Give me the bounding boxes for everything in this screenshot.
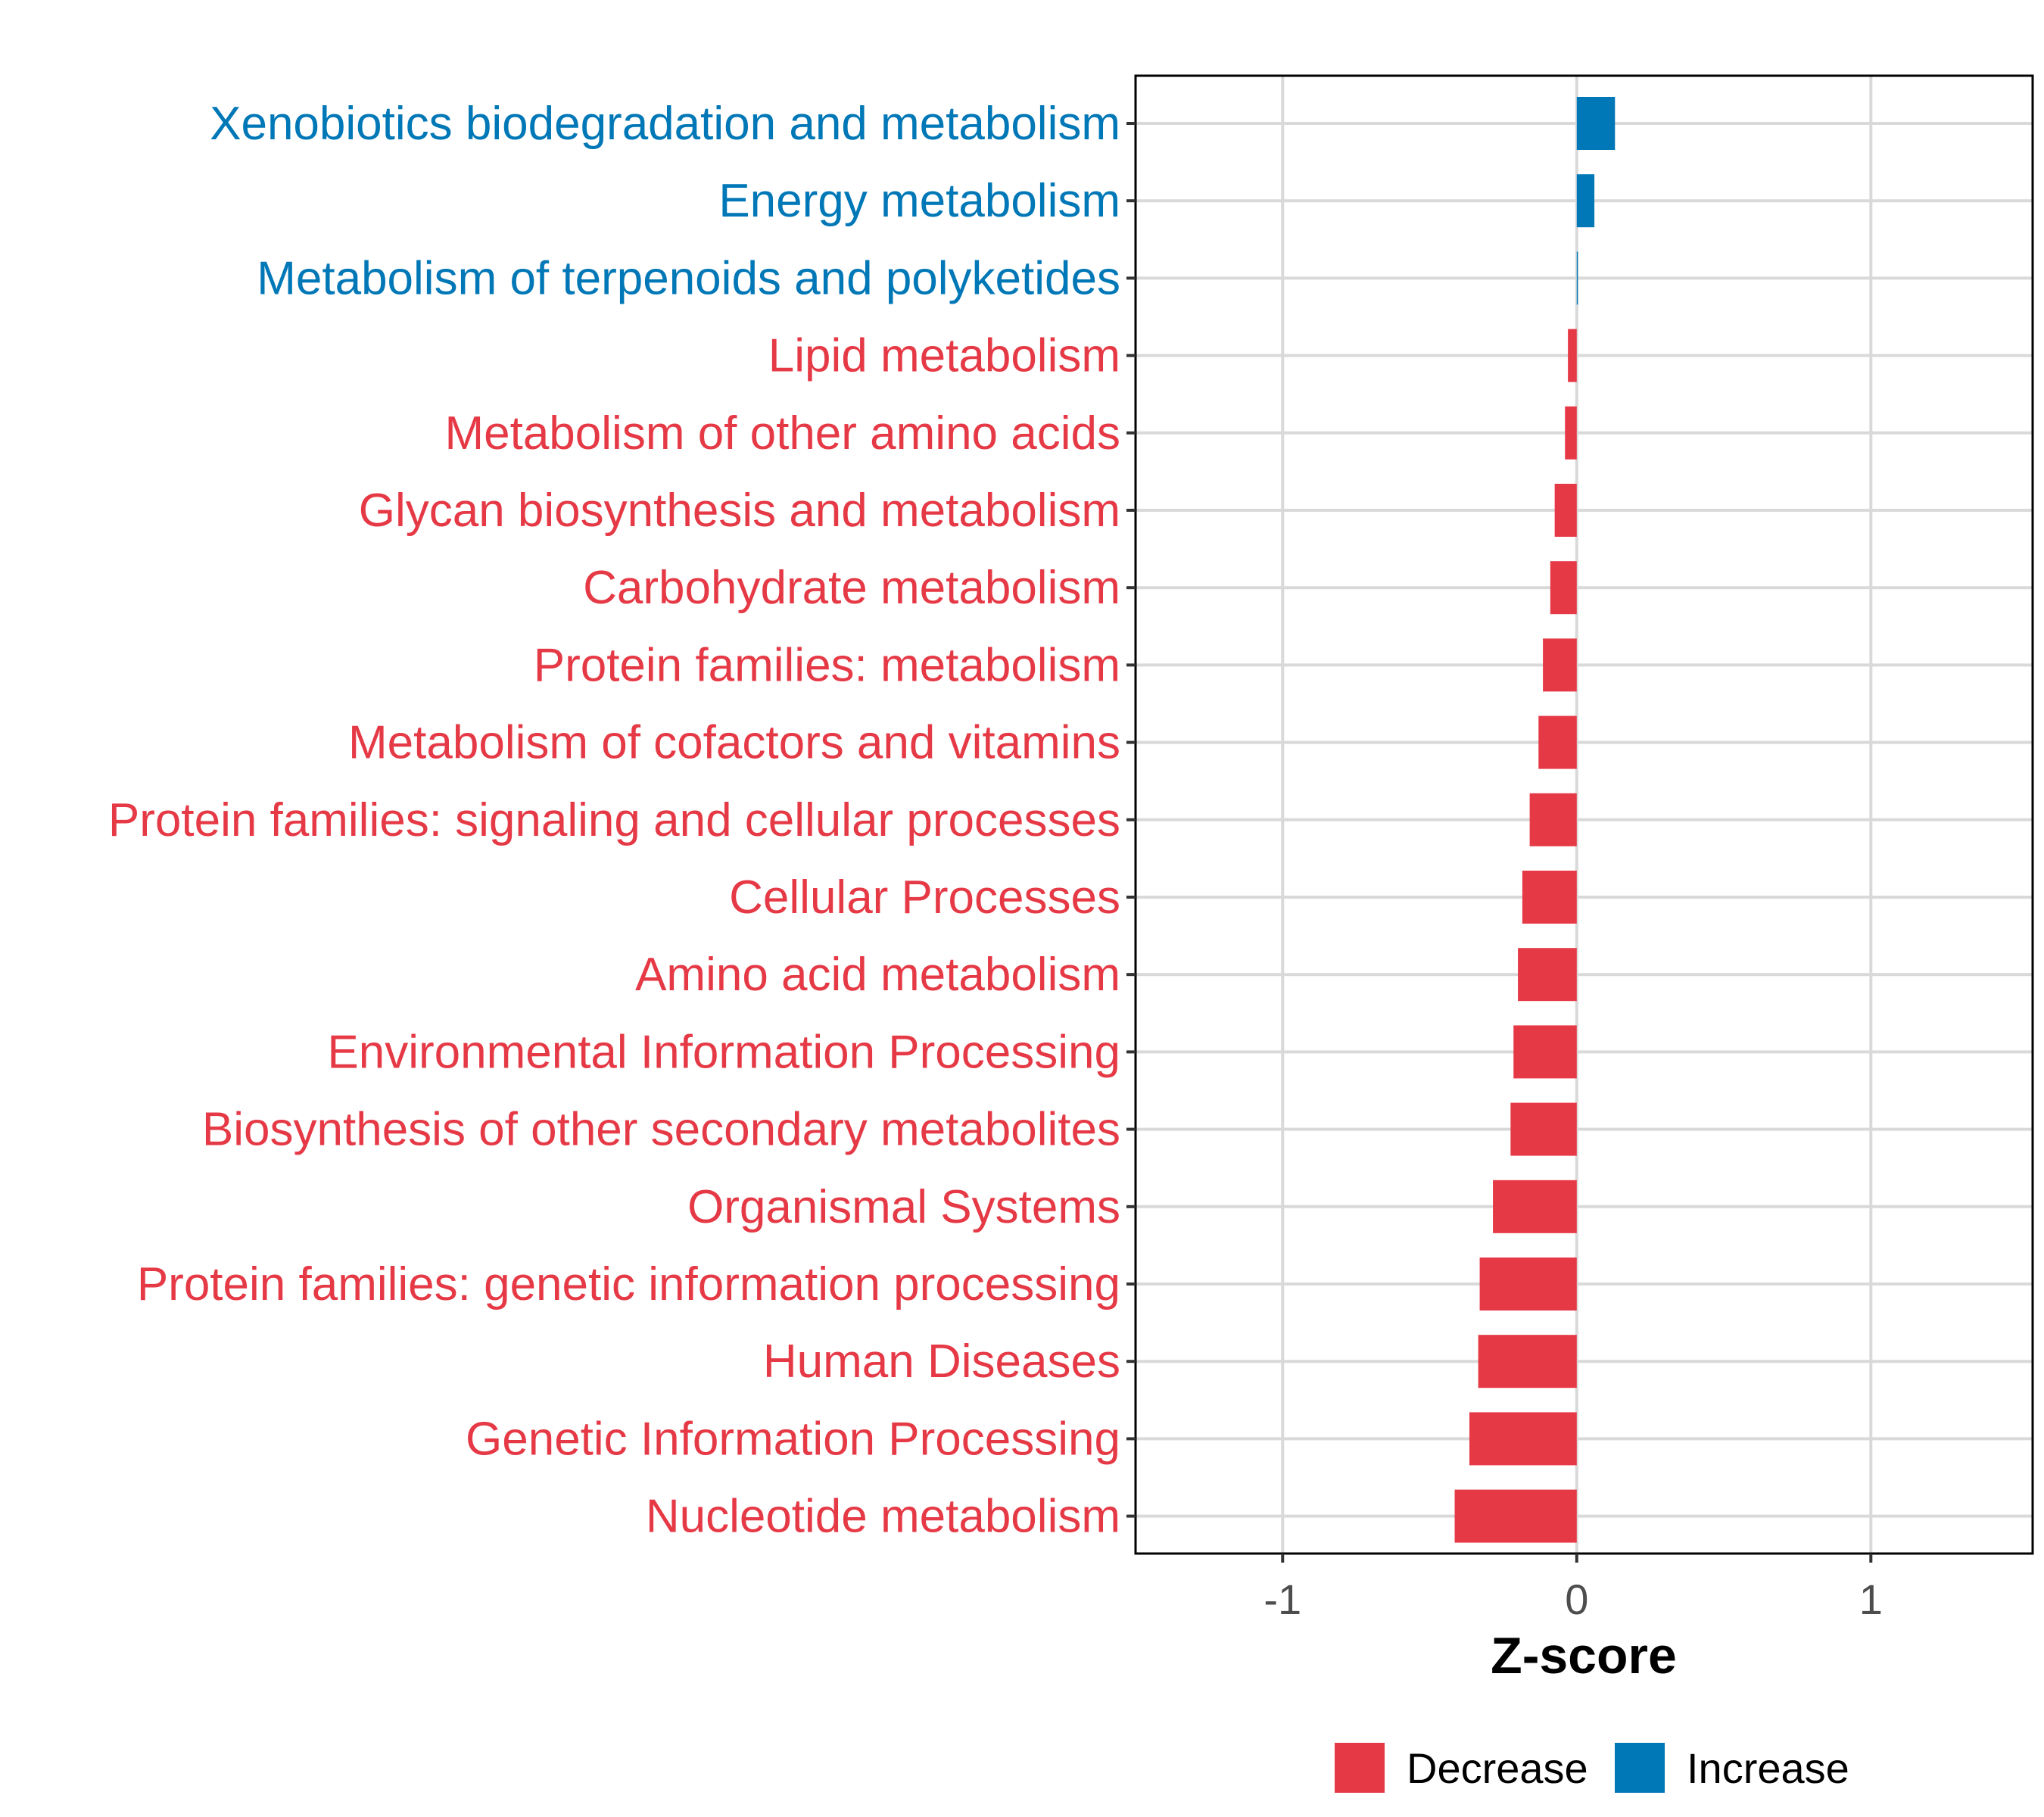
plot-panel-border bbox=[1134, 74, 2034, 1555]
category-label: Protein families: signaling and cellular… bbox=[108, 794, 1120, 846]
legend-label-decrease: Decrease bbox=[1407, 1744, 1588, 1792]
grid-lines bbox=[1136, 76, 2033, 1554]
bar bbox=[1510, 1102, 1577, 1156]
legend-swatch-increase bbox=[1615, 1743, 1665, 1793]
category-label: Metabolism of other amino acids bbox=[444, 407, 1120, 460]
bar bbox=[1479, 1258, 1577, 1311]
category-label: Nucleotide metabolism bbox=[646, 1491, 1120, 1543]
category-label: Lipid metabolism bbox=[768, 330, 1120, 382]
y-axis-ticks bbox=[1126, 122, 1136, 1518]
x-tick-label: 1 bbox=[1859, 1575, 1883, 1623]
bar bbox=[1478, 1335, 1577, 1388]
legend-swatch-decrease bbox=[1335, 1743, 1385, 1793]
bar bbox=[1538, 715, 1577, 769]
category-label: Metabolism of terpenoids and polyketides bbox=[257, 252, 1120, 304]
bar bbox=[1513, 1025, 1577, 1079]
category-label: Carbohydrate metabolism bbox=[583, 562, 1120, 614]
category-label: Organismal Systems bbox=[687, 1181, 1120, 1233]
x-axis-title: Z-score bbox=[1491, 1627, 1677, 1685]
legend-label-increase: Increase bbox=[1687, 1744, 1849, 1792]
bar bbox=[1518, 948, 1577, 1002]
legend: Decrease Increase bbox=[1335, 1743, 1849, 1793]
category-label: Energy metabolism bbox=[718, 175, 1120, 227]
bar bbox=[1550, 561, 1577, 615]
category-label: Protein families: metabolism bbox=[534, 639, 1120, 691]
category-label: Human Diseases bbox=[763, 1335, 1120, 1388]
category-label: Cellular Processes bbox=[729, 871, 1120, 924]
bar bbox=[1454, 1489, 1577, 1543]
bar bbox=[1543, 638, 1577, 692]
bar bbox=[1576, 251, 1578, 305]
bar bbox=[1522, 871, 1577, 924]
bar bbox=[1576, 97, 1616, 150]
bar bbox=[1565, 406, 1577, 460]
bar bbox=[1568, 329, 1577, 382]
category-label: Environmental Information Processing bbox=[327, 1026, 1120, 1078]
x-axis-ticks: -1 0 1 bbox=[1263, 1554, 1883, 1623]
bar bbox=[1469, 1412, 1577, 1466]
category-label: Metabolism of cofactors and vitamins bbox=[348, 717, 1120, 769]
bar bbox=[1493, 1180, 1577, 1233]
bars bbox=[1454, 97, 1616, 1543]
x-tick-label: -1 bbox=[1263, 1575, 1301, 1623]
category-label: Xenobiotics biodegradation and metabolis… bbox=[210, 98, 1120, 150]
x-tick-label: 0 bbox=[1565, 1575, 1588, 1623]
category-label: Biosynthesis of other secondary metaboli… bbox=[202, 1104, 1120, 1156]
bar bbox=[1576, 174, 1595, 228]
bar bbox=[1529, 793, 1577, 846]
category-label: Genetic Information Processing bbox=[466, 1413, 1120, 1465]
bar bbox=[1554, 484, 1577, 537]
category-label: Glycan biosynthesis and metabolism bbox=[359, 485, 1120, 537]
category-label: Amino acid metabolism bbox=[635, 949, 1120, 1001]
y-axis-labels: Xenobiotics biodegradation and metabolis… bbox=[108, 98, 1120, 1543]
category-label: Protein families: genetic information pr… bbox=[137, 1258, 1120, 1311]
